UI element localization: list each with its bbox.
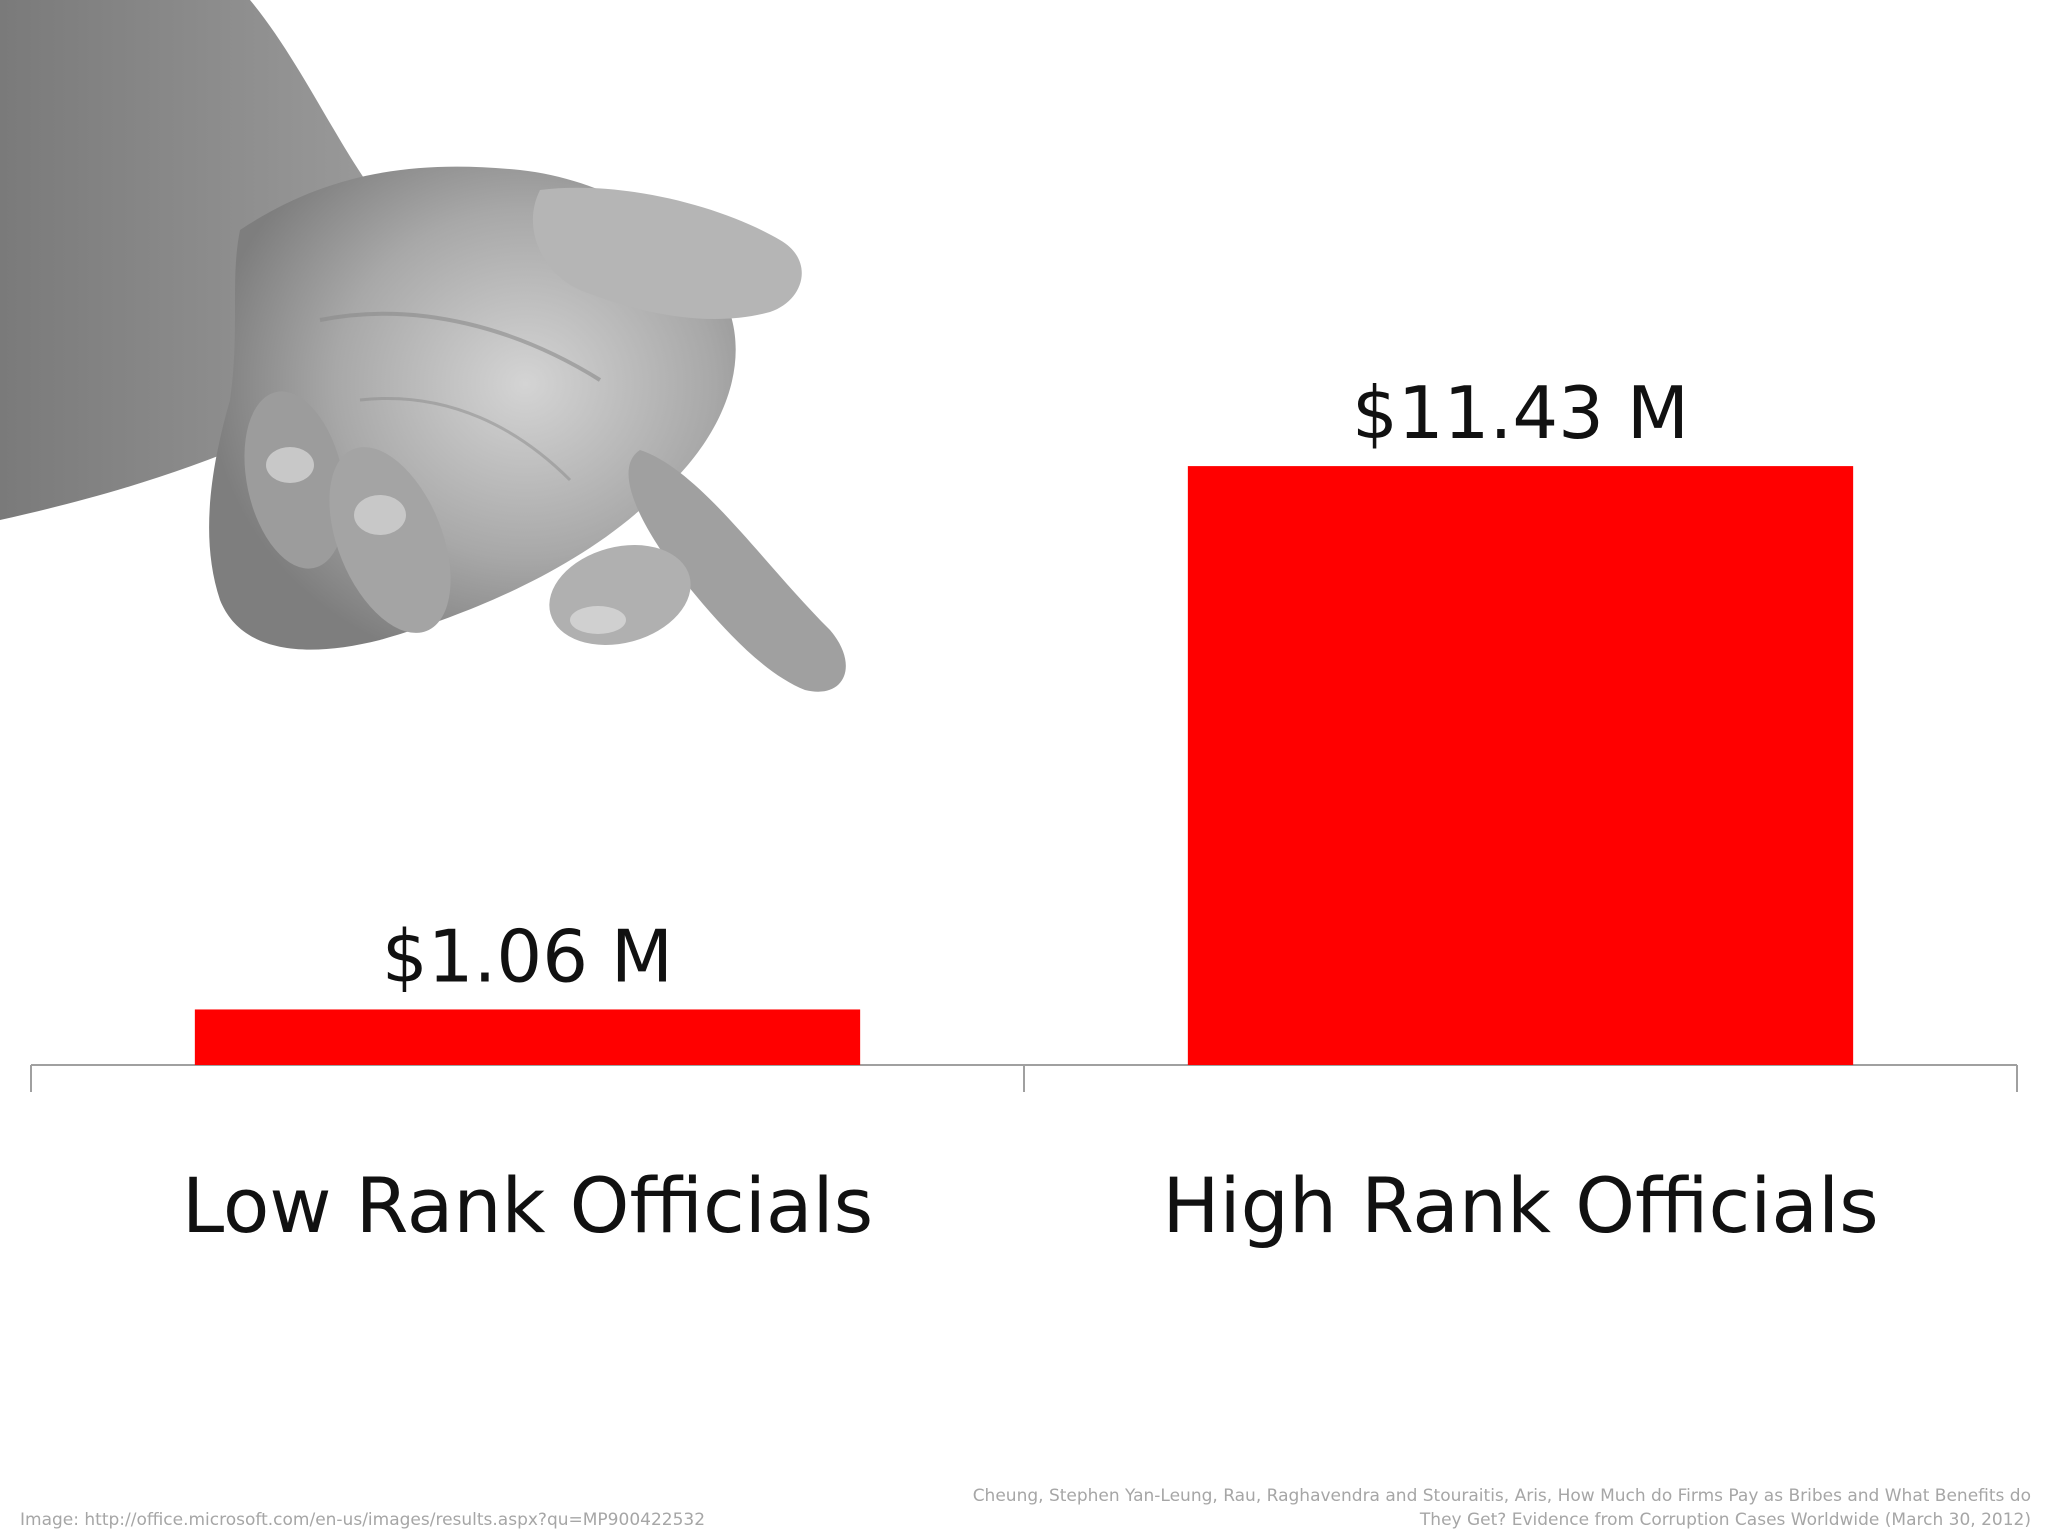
source-citation-line-2: They Get? Evidence from Corruption Cases…: [1419, 1510, 2031, 1530]
bar-low-rank-officials: [194, 1009, 861, 1065]
image-credit: Image: http://office.microsoft.com/en-us…: [20, 1510, 706, 1530]
source-citation-line-1: Cheung, Stephen Yan-Leung, Rau, Raghaven…: [972, 1486, 2031, 1506]
category-label-low-rank: Low Rank Officials: [182, 1161, 873, 1250]
category-label-high-rank: High Rank Officials: [1162, 1161, 1878, 1250]
open-palm-hand-icon: [0, 0, 846, 692]
source-citation: Cheung, Stephen Yan-Leung, Rau, Raghaven…: [973, 1484, 2031, 1532]
value-label-low-rank: $1.06 M: [382, 914, 673, 998]
bar-high-rank-officials: [1187, 466, 1854, 1065]
value-label-high-rank: $11.43 M: [1352, 371, 1689, 455]
